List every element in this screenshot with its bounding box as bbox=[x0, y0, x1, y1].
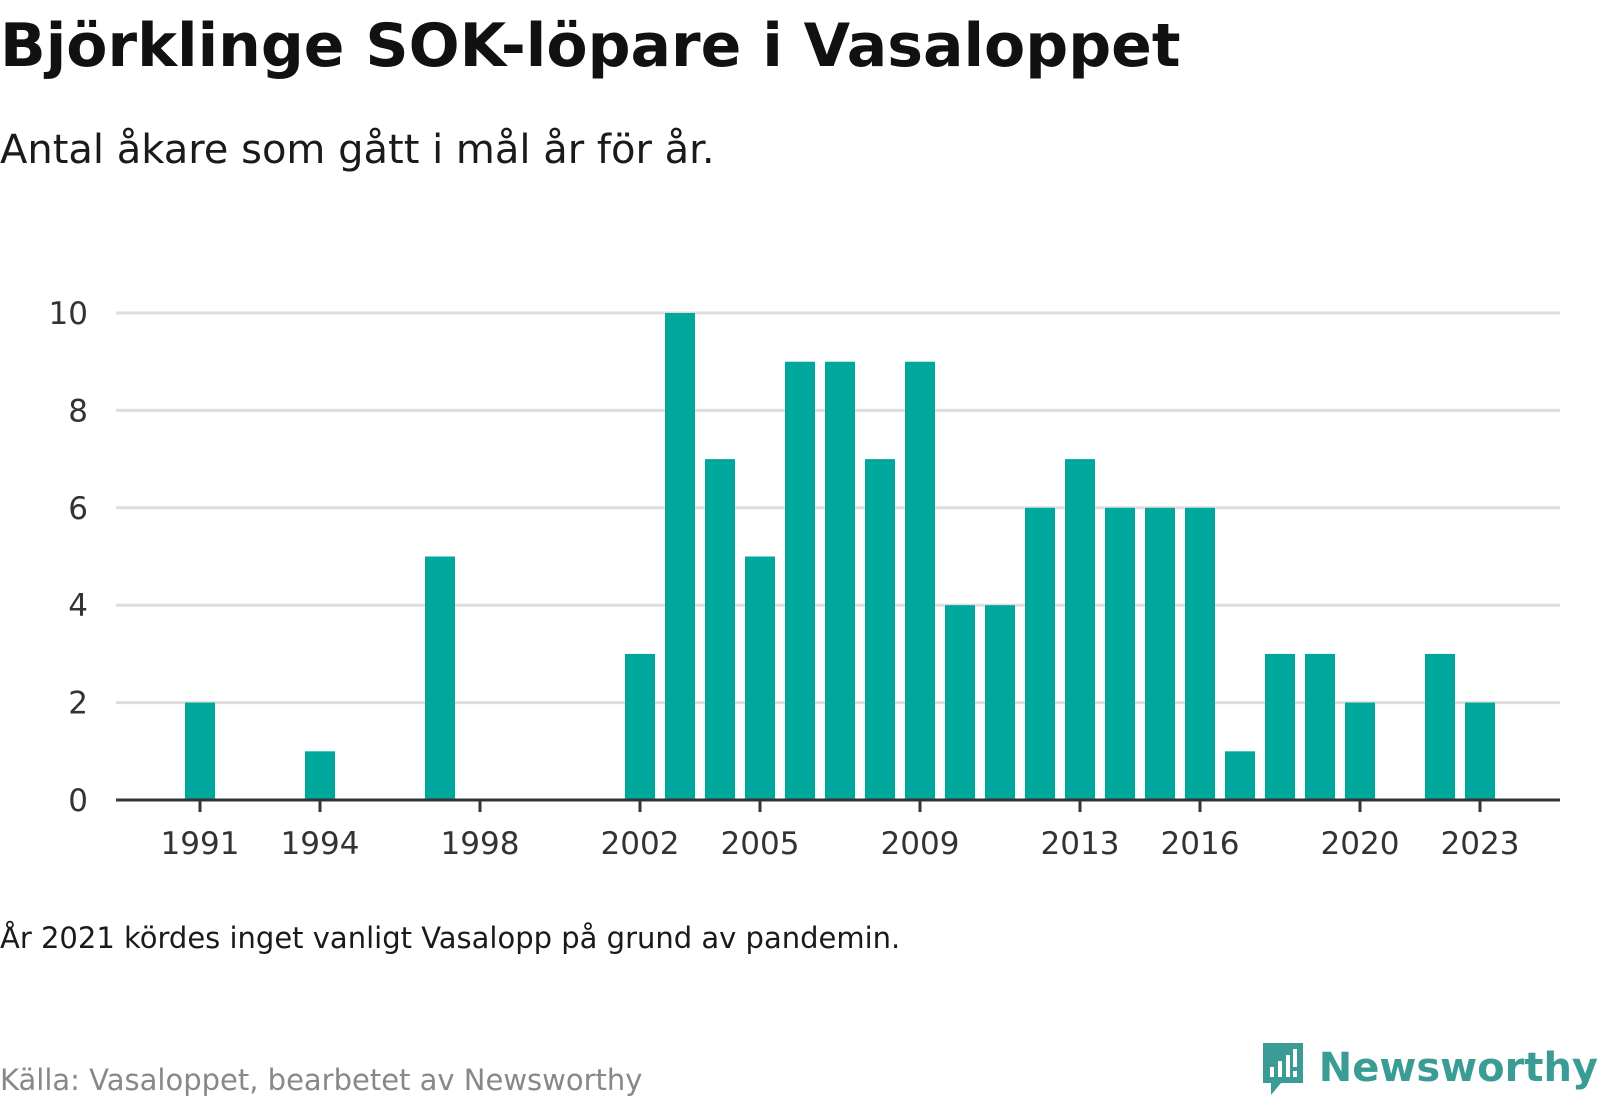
y-tick-label: 8 bbox=[68, 393, 88, 429]
newsworthy-wordmark: Newsworthy bbox=[1318, 1045, 1598, 1091]
x-tick-label: 2002 bbox=[601, 826, 680, 862]
bar bbox=[705, 459, 735, 800]
bar bbox=[865, 459, 895, 800]
bar bbox=[905, 361, 935, 800]
bar bbox=[745, 556, 775, 800]
bar-chart: 0 2 4 6 8 10 1991 1994 1998 2002 2005 2009 2013 2016 2… bbox=[49, 296, 1560, 862]
y-tick-label: 4 bbox=[68, 588, 88, 624]
bar bbox=[1065, 459, 1095, 800]
bar bbox=[985, 605, 1015, 800]
bar bbox=[785, 361, 815, 800]
y-tick-label: 10 bbox=[49, 296, 88, 332]
x-tick-label: 2005 bbox=[721, 826, 800, 862]
x-tick-label: 2013 bbox=[1041, 826, 1120, 862]
newsworthy-logo-icon bbox=[1262, 1043, 1303, 1095]
bar bbox=[1265, 653, 1295, 800]
bar bbox=[1425, 653, 1455, 800]
bar bbox=[305, 751, 335, 800]
source-credit: Källa: Vasaloppet, bearbetet av Newswort… bbox=[0, 1063, 643, 1097]
chart-title: Björklinge SOK-löpare i Vasaloppet bbox=[0, 11, 1181, 81]
bar bbox=[625, 653, 655, 800]
bar bbox=[185, 702, 215, 800]
chart-subtitle: Antal åkare som gått i mål år för år. bbox=[0, 127, 715, 173]
x-tick-label: 2016 bbox=[1161, 826, 1240, 862]
x-tick-label: 1994 bbox=[281, 826, 360, 862]
bar bbox=[1225, 751, 1255, 800]
bar bbox=[825, 361, 855, 800]
x-tick-label: 1991 bbox=[161, 826, 240, 862]
bar bbox=[1345, 702, 1375, 800]
bar bbox=[665, 313, 695, 800]
newsworthy-logo: Newsworthy bbox=[1259, 1036, 1598, 1100]
chart-note: År 2021 kördes inget vanligt Vasalopp på… bbox=[0, 921, 901, 955]
bar bbox=[1185, 507, 1215, 800]
x-tick-label: 2009 bbox=[881, 826, 960, 862]
bar bbox=[1465, 702, 1495, 800]
x-tick-label: 1998 bbox=[441, 826, 520, 862]
y-tick-label: 2 bbox=[68, 686, 88, 722]
bar bbox=[1305, 653, 1335, 800]
x-tick-label: 2020 bbox=[1321, 826, 1400, 862]
bar bbox=[1145, 507, 1175, 800]
axes: 0 2 4 6 8 10 1991 1994 1998 2002 2005 2009 2013 2016 2… bbox=[49, 296, 1560, 862]
bar bbox=[945, 605, 975, 800]
bar bbox=[1025, 507, 1055, 800]
bars bbox=[185, 313, 1495, 800]
y-tick-label: 6 bbox=[68, 491, 88, 527]
bar bbox=[1105, 507, 1135, 800]
x-tick-label: 2023 bbox=[1441, 826, 1520, 862]
bar bbox=[425, 556, 455, 800]
y-tick-label: 0 bbox=[68, 783, 88, 819]
